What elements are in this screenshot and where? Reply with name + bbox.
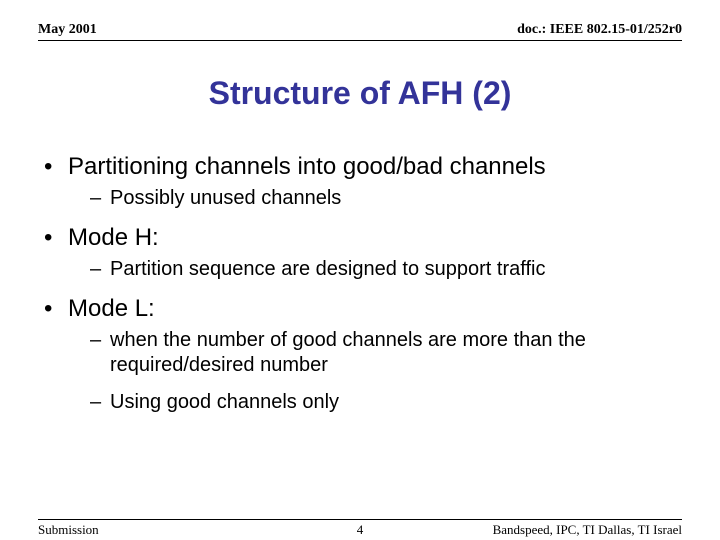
header-bar: May 2001 doc.: IEEE 802.15-01/252r0 [38,22,682,41]
slide-body: Partitioning channels into good/bad chan… [38,152,682,415]
footer-bar: Submission 4 Bandspeed, IPC, TI Dallas, … [38,519,682,522]
footer-left: Submission [38,522,99,538]
bullet-level1: Mode H: [38,223,682,253]
bullet-level2: when the number of good channels are mor… [38,328,682,378]
bullet-level2: Partition sequence are designed to suppo… [38,257,682,282]
header-doc-id: doc.: IEEE 802.15-01/252r0 [517,22,682,38]
slide-title: Structure of AFH (2) [38,75,682,112]
slide: May 2001 doc.: IEEE 802.15-01/252r0 Stru… [0,0,720,540]
footer-right: Bandspeed, IPC, TI Dallas, TI Israel [493,522,682,538]
footer-page-number: 4 [357,522,364,538]
header-date: May 2001 [38,22,97,38]
bullet-level2: Using good channels only [38,390,682,415]
bullet-level1: Partitioning channels into good/bad chan… [38,152,682,182]
bullet-level1: Mode L: [38,294,682,324]
bullet-level2: Possibly unused channels [38,186,682,211]
